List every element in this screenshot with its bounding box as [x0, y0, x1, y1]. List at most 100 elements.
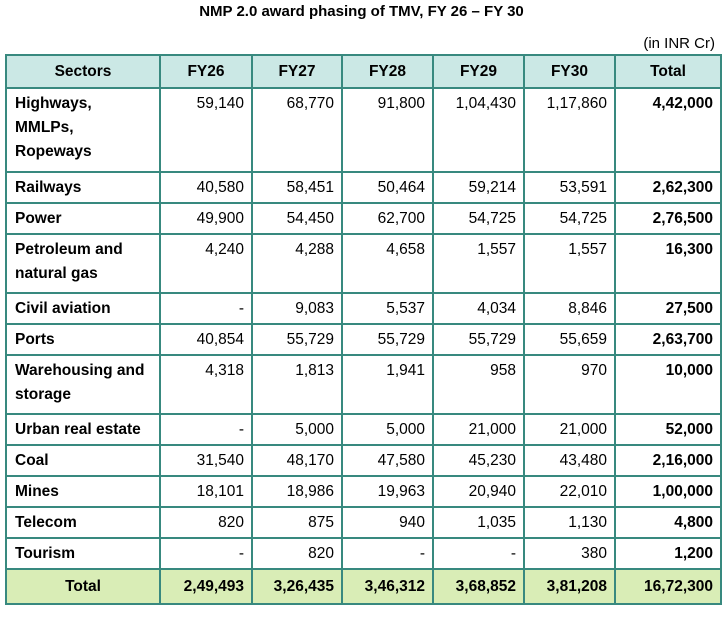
header-row: Sectors FY26 FY27 FY28 FY29 FY30 Total: [5, 54, 722, 89]
table-row: Mines 18,101 18,986 19,963 20,940 22,010…: [5, 475, 722, 508]
header-fy26: FY26: [159, 54, 253, 89]
sector-cell: Mines: [5, 475, 161, 508]
value-cell: 68,770: [251, 87, 343, 173]
total-fy29: 3,68,852: [432, 568, 525, 605]
value-cell: 54,725: [432, 202, 525, 235]
value-cell: 49,900: [159, 202, 253, 235]
value-cell: 1,04,430: [432, 87, 525, 173]
sector-cell: Power: [5, 202, 161, 235]
value-cell: 958: [432, 354, 525, 415]
table-row: Petroleum and natural gas 4,240 4,288 4,…: [5, 233, 722, 294]
sector-cell: Coal: [5, 444, 161, 477]
table-row: Telecom 820 875 940 1,035 1,130 4,800: [5, 506, 722, 539]
value-cell: 54,725: [523, 202, 616, 235]
table-title: NMP 2.0 award phasing of TMV, FY 26 – FY…: [199, 3, 524, 20]
value-cell: 18,101: [159, 475, 253, 508]
value-cell: 20,940: [432, 475, 525, 508]
sector-cell: Tourism: [5, 537, 161, 570]
table-row: Power 49,900 54,450 62,700 54,725 54,725…: [5, 202, 722, 235]
total-cell: 2,76,500: [614, 202, 722, 235]
value-cell: 1,035: [432, 506, 525, 539]
value-cell: 45,230: [432, 444, 525, 477]
table-row: Civil aviation - 9,083 5,537 4,034 8,846…: [5, 292, 722, 325]
value-cell: 47,580: [341, 444, 434, 477]
total-cell: 1,00,000: [614, 475, 722, 508]
value-cell: 9,083: [251, 292, 343, 325]
total-cell: 27,500: [614, 292, 722, 325]
value-cell: 4,658: [341, 233, 434, 294]
value-cell: 18,986: [251, 475, 343, 508]
value-cell: 820: [159, 506, 253, 539]
total-fy28: 3,46,312: [341, 568, 434, 605]
sector-cell: Highways, MMLPs, Ropeways: [5, 87, 161, 173]
value-cell: 1,130: [523, 506, 616, 539]
value-cell: 59,140: [159, 87, 253, 173]
header-fy28: FY28: [341, 54, 434, 89]
value-cell: 21,000: [523, 413, 616, 446]
value-cell: 31,540: [159, 444, 253, 477]
total-row: Total 2,49,493 3,26,435 3,46,312 3,68,85…: [5, 568, 722, 605]
value-cell: -: [159, 413, 253, 446]
value-cell: 50,464: [341, 171, 434, 204]
table-row: Urban real estate - 5,000 5,000 21,000 2…: [5, 413, 722, 446]
value-cell: 1,557: [523, 233, 616, 294]
value-cell: -: [159, 537, 253, 570]
value-cell: 40,854: [159, 323, 253, 356]
total-fy26: 2,49,493: [159, 568, 253, 605]
value-cell: 5,000: [251, 413, 343, 446]
total-cell: 2,62,300: [614, 171, 722, 204]
value-cell: 59,214: [432, 171, 525, 204]
value-cell: 940: [341, 506, 434, 539]
table-row: Ports 40,854 55,729 55,729 55,729 55,659…: [5, 323, 722, 356]
total-label: Total: [5, 568, 161, 605]
value-cell: 5,000: [341, 413, 434, 446]
total-cell: 1,200: [614, 537, 722, 570]
sector-cell: Ports: [5, 323, 161, 356]
value-cell: 875: [251, 506, 343, 539]
sector-cell: Urban real estate: [5, 413, 161, 446]
header-total: Total: [614, 54, 722, 89]
value-cell: 970: [523, 354, 616, 415]
table-row: Tourism - 820 - - 380 1,200: [5, 537, 722, 570]
value-cell: 91,800: [341, 87, 434, 173]
total-cell: 4,800: [614, 506, 722, 539]
value-cell: 62,700: [341, 202, 434, 235]
award-phasing-table: Sectors FY26 FY27 FY28 FY29 FY30 Total H…: [5, 54, 722, 605]
value-cell: 19,963: [341, 475, 434, 508]
value-cell: -: [341, 537, 434, 570]
value-cell: 4,034: [432, 292, 525, 325]
value-cell: 1,17,860: [523, 87, 616, 173]
value-cell: 380: [523, 537, 616, 570]
header-fy30: FY30: [523, 54, 616, 89]
value-cell: 22,010: [523, 475, 616, 508]
unit-note: (in INR Cr): [643, 35, 715, 52]
table-row: Highways, MMLPs, Ropeways 59,140 68,770 …: [5, 87, 722, 173]
sector-cell: Civil aviation: [5, 292, 161, 325]
table-row: Warehousing and storage 4,318 1,813 1,94…: [5, 354, 722, 415]
table-row: Railways 40,580 58,451 50,464 59,214 53,…: [5, 171, 722, 204]
value-cell: 4,318: [159, 354, 253, 415]
value-cell: 1,557: [432, 233, 525, 294]
value-cell: 820: [251, 537, 343, 570]
value-cell: 53,591: [523, 171, 616, 204]
value-cell: 58,451: [251, 171, 343, 204]
header-sectors: Sectors: [5, 54, 161, 89]
value-cell: 48,170: [251, 444, 343, 477]
sector-cell: Petroleum and natural gas: [5, 233, 161, 294]
grand-total: 16,72,300: [614, 568, 722, 605]
sector-cell: Warehousing and storage: [5, 354, 161, 415]
value-cell: 4,288: [251, 233, 343, 294]
value-cell: 21,000: [432, 413, 525, 446]
total-cell: 10,000: [614, 354, 722, 415]
header-fy27: FY27: [251, 54, 343, 89]
total-cell: 52,000: [614, 413, 722, 446]
total-cell: 4,42,000: [614, 87, 722, 173]
value-cell: 4,240: [159, 233, 253, 294]
total-cell: 2,16,000: [614, 444, 722, 477]
value-cell: 55,729: [251, 323, 343, 356]
value-cell: -: [159, 292, 253, 325]
value-cell: -: [432, 537, 525, 570]
header-fy29: FY29: [432, 54, 525, 89]
value-cell: 55,729: [432, 323, 525, 356]
value-cell: 1,813: [251, 354, 343, 415]
